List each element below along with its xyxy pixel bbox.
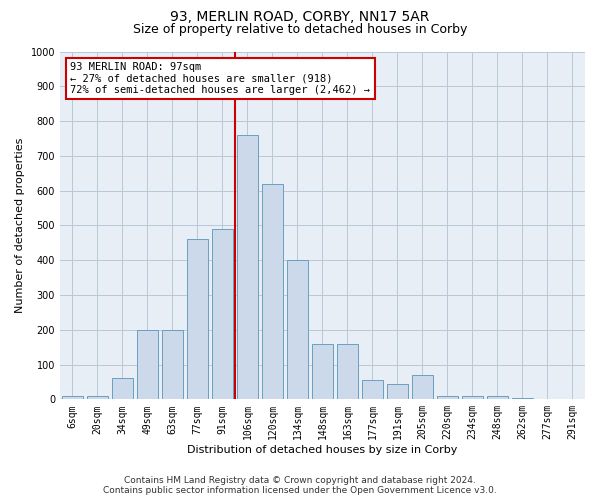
Bar [187, 240, 208, 400]
Bar [362, 380, 383, 400]
Bar [62, 396, 83, 400]
Bar [287, 260, 308, 400]
Bar [487, 396, 508, 400]
Bar [312, 344, 333, 400]
Bar [87, 396, 108, 400]
Bar [212, 229, 233, 400]
Bar [562, 398, 583, 400]
Bar [162, 330, 183, 400]
Bar [512, 398, 533, 400]
Bar [437, 396, 458, 400]
Bar [237, 135, 258, 400]
Bar [412, 375, 433, 400]
Text: 93, MERLIN ROAD, CORBY, NN17 5AR: 93, MERLIN ROAD, CORBY, NN17 5AR [170, 10, 430, 24]
Text: Contains HM Land Registry data © Crown copyright and database right 2024.
Contai: Contains HM Land Registry data © Crown c… [103, 476, 497, 495]
Bar [462, 396, 483, 400]
Bar [262, 184, 283, 400]
Bar [337, 344, 358, 400]
Bar [112, 378, 133, 400]
Text: Size of property relative to detached houses in Corby: Size of property relative to detached ho… [133, 22, 467, 36]
Bar [387, 384, 408, 400]
Y-axis label: Number of detached properties: Number of detached properties [15, 138, 25, 313]
Bar [537, 398, 558, 400]
Bar [137, 330, 158, 400]
X-axis label: Distribution of detached houses by size in Corby: Distribution of detached houses by size … [187, 445, 458, 455]
Text: 93 MERLIN ROAD: 97sqm
← 27% of detached houses are smaller (918)
72% of semi-det: 93 MERLIN ROAD: 97sqm ← 27% of detached … [70, 62, 370, 95]
